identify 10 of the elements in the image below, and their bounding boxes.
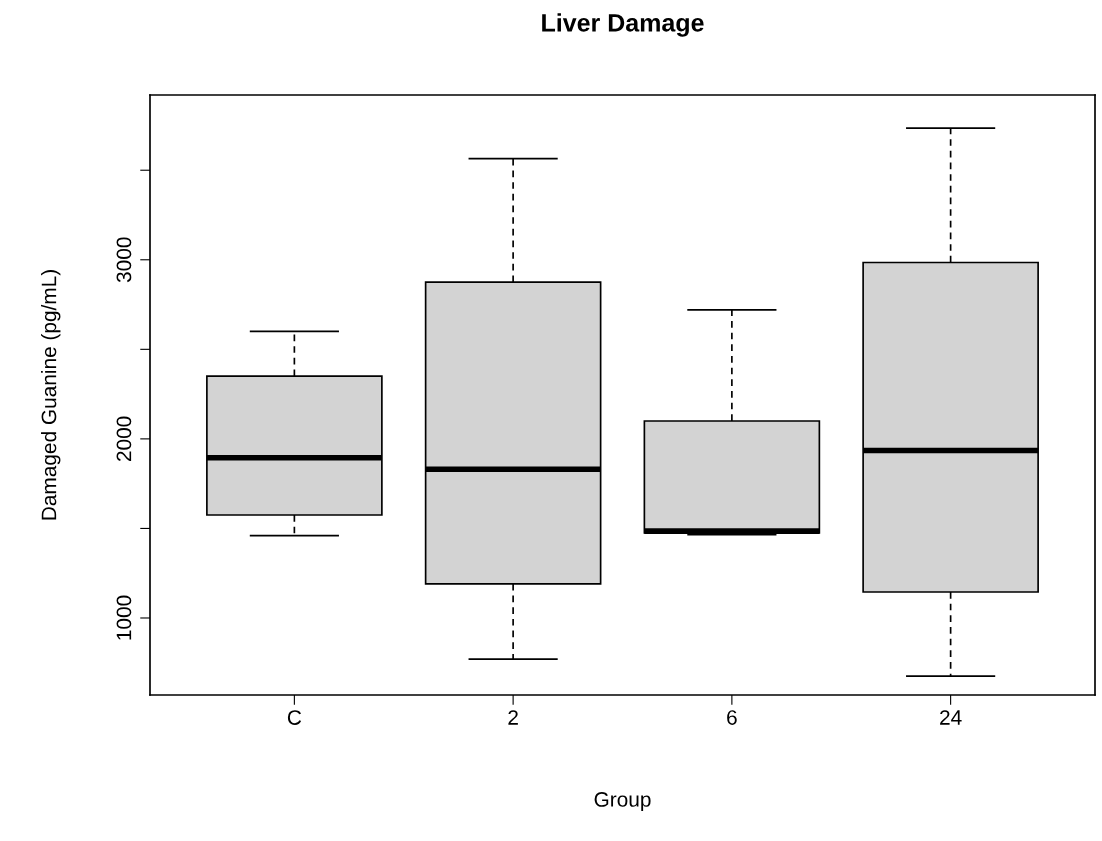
x-tick-label: 6	[727, 710, 737, 725]
x-tick-label: C	[287, 710, 302, 725]
y-tick-label: 3000	[116, 237, 132, 283]
chart-title: Liver Damage	[542, 13, 704, 37]
x-tick-label: 2	[508, 710, 518, 725]
y-tick-label: 2000	[116, 416, 132, 461]
y-axis-title: Damaged Guanine (pg/mL)	[41, 270, 61, 520]
x-axis-title: Group	[594, 792, 651, 811]
x-tick-label: 24	[940, 710, 962, 725]
y-tick-label: 1000	[116, 595, 132, 640]
